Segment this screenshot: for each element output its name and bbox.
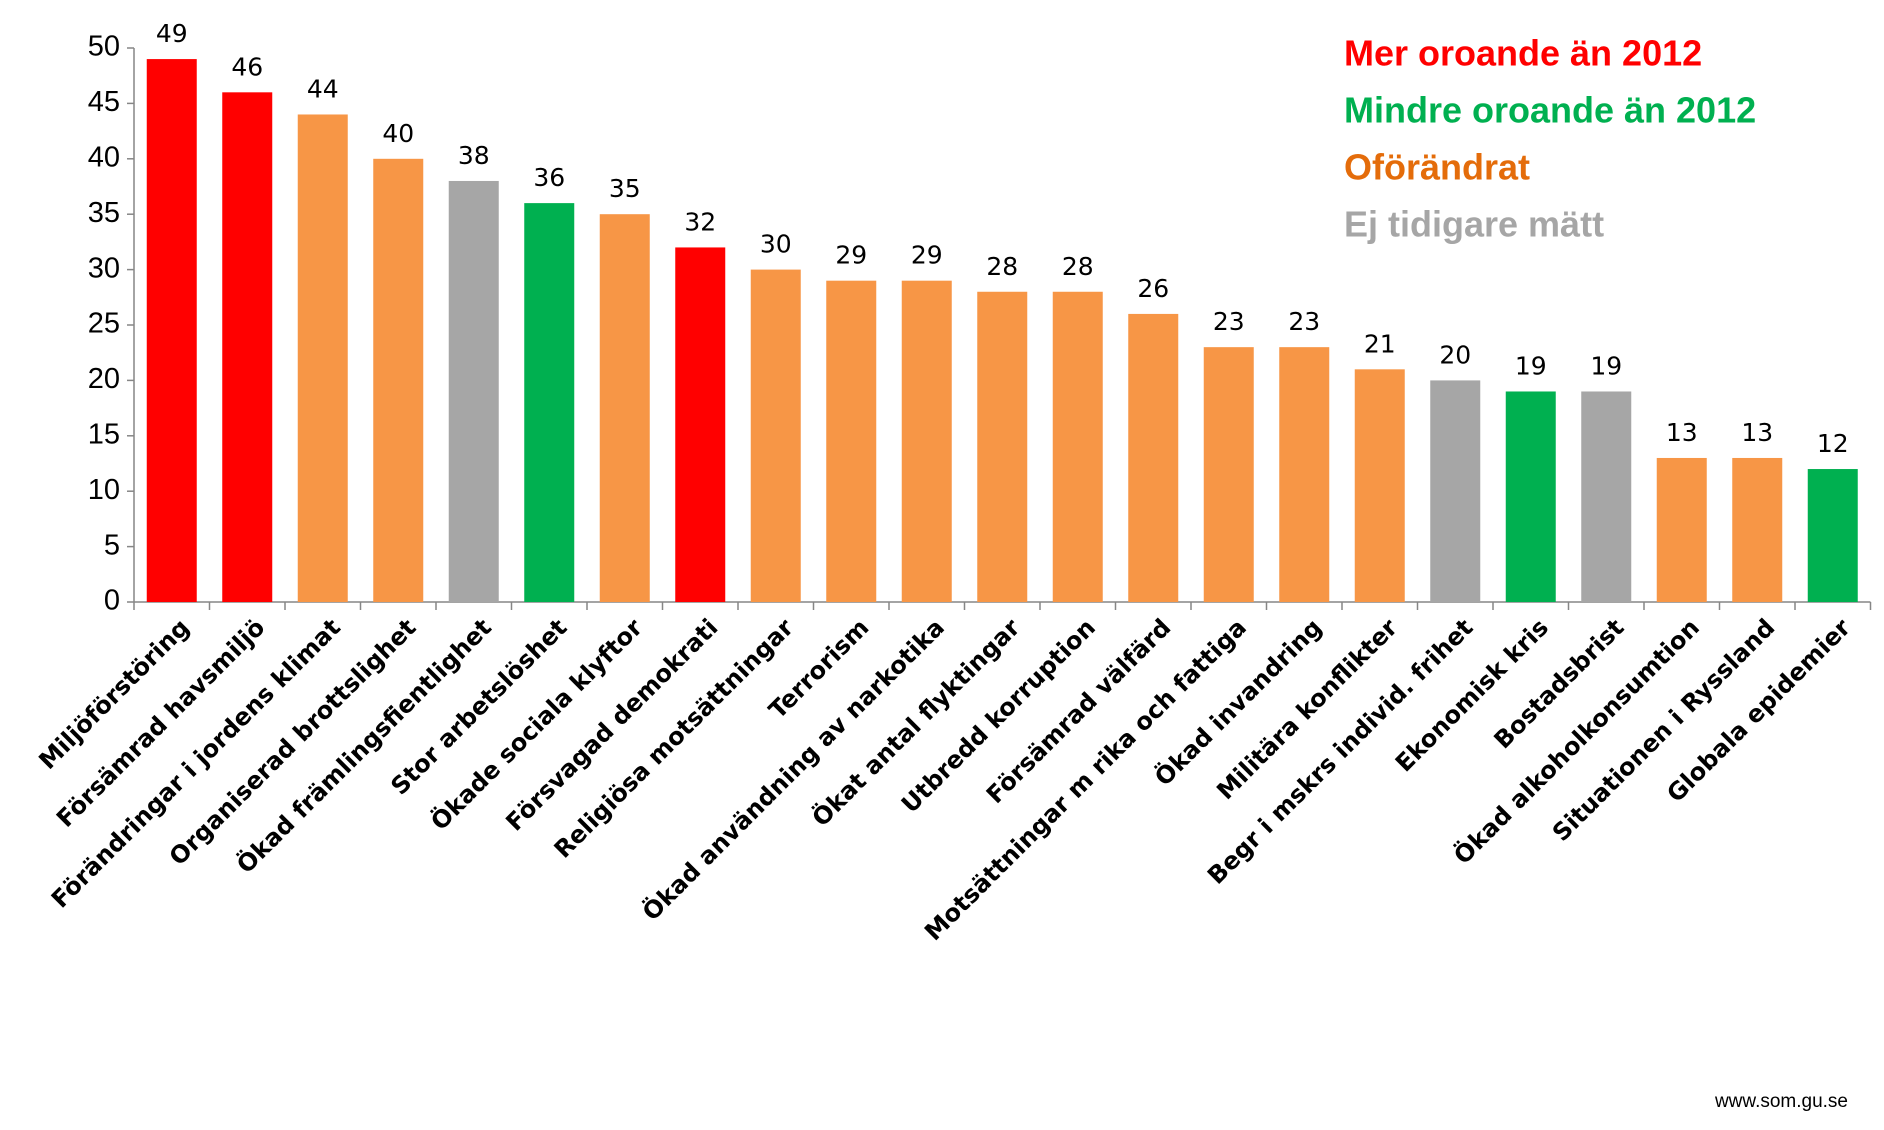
y-tick-label: 10 xyxy=(88,474,120,506)
bar xyxy=(1203,347,1254,602)
value-label: 20 xyxy=(1439,340,1471,369)
value-label: 12 xyxy=(1817,429,1849,458)
value-label: 29 xyxy=(835,241,867,270)
value-label: 40 xyxy=(382,119,414,148)
bar xyxy=(1807,469,1858,602)
bar xyxy=(826,280,877,602)
y-tick-label: 25 xyxy=(88,308,120,340)
value-label: 36 xyxy=(533,163,565,192)
y-tick-label: 5 xyxy=(104,529,120,561)
bar xyxy=(1128,313,1179,602)
bar xyxy=(901,280,952,602)
bar xyxy=(1505,391,1556,602)
value-label: 19 xyxy=(1590,351,1622,380)
source: www.som.gu.se xyxy=(1714,1091,1848,1112)
bar xyxy=(1052,291,1103,602)
y-tick-label: 50 xyxy=(88,31,120,63)
bar xyxy=(1656,457,1707,602)
y-tick-label: 15 xyxy=(88,418,120,450)
y-tick-label: 45 xyxy=(88,86,120,118)
bar xyxy=(1581,391,1632,602)
y-tick-label: 40 xyxy=(88,141,120,173)
y-tick-label: 20 xyxy=(88,363,120,395)
bar xyxy=(599,214,650,602)
value-label: 35 xyxy=(609,174,641,203)
value-label: 38 xyxy=(458,141,490,170)
bar xyxy=(1732,457,1783,602)
bar xyxy=(524,203,575,602)
bar xyxy=(1430,380,1481,602)
value-label: 23 xyxy=(1288,307,1320,336)
legend-entry: Ej tidigare mätt xyxy=(1344,204,1604,245)
y-tick-label: 30 xyxy=(88,252,120,284)
bar xyxy=(222,92,273,602)
value-label: 44 xyxy=(307,74,339,103)
value-label: 21 xyxy=(1364,329,1396,358)
value-label: 32 xyxy=(684,207,716,236)
bar xyxy=(448,180,499,602)
value-label: 26 xyxy=(1137,274,1169,303)
value-label: 13 xyxy=(1666,418,1698,447)
value-label: 19 xyxy=(1515,351,1547,380)
value-label: 29 xyxy=(911,241,943,270)
value-label: 49 xyxy=(156,19,188,48)
value-label: 23 xyxy=(1213,307,1245,336)
legend-entry: Oförändrat xyxy=(1344,147,1530,188)
x-tick-label: Bostadsbrist xyxy=(1489,613,1630,754)
legend-entry: Mer oroande än 2012 xyxy=(1344,33,1702,74)
y-tick-label: 35 xyxy=(88,197,120,229)
x-tick-label: Förändringar i jordens klimat xyxy=(46,613,346,913)
value-label: 46 xyxy=(231,52,263,81)
bar xyxy=(977,291,1028,602)
value-label: 28 xyxy=(986,252,1018,281)
x-tick-label: Begr i mskrs individ. frihet xyxy=(1202,613,1478,889)
bar xyxy=(1354,369,1405,602)
bar xyxy=(750,269,801,602)
bar xyxy=(146,59,197,602)
value-label: 13 xyxy=(1741,418,1773,447)
bar xyxy=(1279,347,1330,602)
y-tick-label: 0 xyxy=(104,585,120,617)
value-label: 28 xyxy=(1062,252,1094,281)
bar xyxy=(675,247,726,602)
value-label: 30 xyxy=(760,230,792,259)
bar xyxy=(373,158,424,603)
bar xyxy=(297,114,348,602)
legend-entry: Mindre oroande än 2012 xyxy=(1344,90,1756,131)
